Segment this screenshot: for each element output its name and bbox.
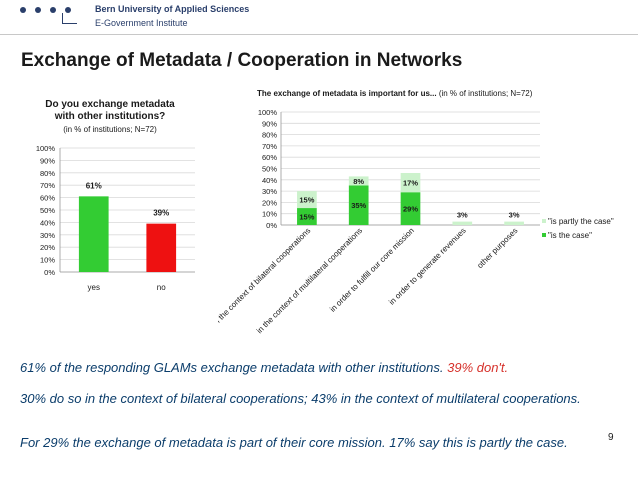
y-tick-label: 70%	[40, 181, 55, 190]
summary-paragraph-2: 30% do so in the context of bilateral co…	[20, 391, 581, 406]
institution-name: Bern University of Applied Sciences	[95, 4, 250, 14]
bar-segment	[297, 208, 317, 225]
logo-dot	[20, 7, 26, 13]
bar-segment	[400, 192, 421, 225]
logo-dot	[35, 7, 41, 13]
y-tick-label: 80%	[40, 169, 55, 178]
data-label: 15%	[299, 196, 314, 205]
y-tick-label: 10%	[40, 256, 55, 265]
data-label: 35%	[351, 201, 366, 210]
y-tick-label: 90%	[40, 156, 55, 165]
slide-title: Exchange of Metadata / Cooperation in Ne…	[21, 50, 463, 71]
department-name: E-Government Institute	[95, 18, 188, 28]
bar-segment	[297, 191, 317, 209]
summary-paragraph-1: 61% of the responding GLAMs exchange met…	[20, 358, 595, 377]
data-label: 17%	[403, 179, 418, 188]
y-tick-label: 20%	[262, 198, 277, 207]
data-label: 3%	[509, 211, 520, 220]
y-tick-label: 0%	[44, 268, 55, 277]
y-tick-label: 0%	[266, 221, 277, 230]
bar-yes	[78, 196, 109, 272]
slide-number: 9	[608, 432, 614, 443]
legend-label: "is the case"	[548, 231, 592, 240]
y-tick-label: 40%	[40, 218, 55, 227]
chart-subtitle: (in % of institutions; N=72)	[63, 125, 157, 134]
x-tick-label: yes	[88, 283, 100, 292]
x-tick-label: in the context of bilateral cooperations	[218, 226, 312, 328]
legend-swatch	[542, 219, 546, 223]
summary-paragraph-3: For 29% the exchange of metadata is part…	[20, 435, 568, 450]
data-label: 61%	[86, 181, 102, 190]
summary-highlight: 39% don't.	[447, 360, 509, 375]
x-tick-label: no	[157, 283, 166, 292]
bar-segment	[504, 221, 524, 225]
y-tick-label: 90%	[262, 119, 277, 128]
y-tick-label: 30%	[262, 187, 277, 196]
logo-dot	[65, 7, 71, 13]
y-tick-label: 60%	[262, 153, 277, 162]
x-tick-label: in order to fulfill our core mission	[328, 226, 416, 314]
bar-no	[146, 223, 177, 272]
y-tick-label: 10%	[262, 210, 277, 219]
chart-title: The exchange of metadata is important fo…	[257, 89, 533, 98]
chart-title-line: with other institutions?	[54, 111, 166, 122]
bar-segment	[348, 185, 369, 225]
legend-label: "is partly the case"	[548, 217, 614, 226]
y-tick-label: 40%	[262, 176, 277, 185]
y-tick-label: 50%	[40, 206, 55, 215]
data-label: 3%	[457, 211, 468, 220]
bar-segment	[452, 221, 473, 225]
summary-text: 61% of the responding GLAMs exchange met…	[20, 360, 444, 375]
x-tick-label: other purposes	[475, 226, 519, 270]
y-tick-label: 100%	[36, 144, 56, 153]
y-tick-label: 80%	[262, 131, 277, 140]
chart-title-line: Do you exchange metadata	[45, 99, 175, 110]
y-tick-label: 50%	[262, 165, 277, 174]
y-tick-label: 30%	[40, 231, 55, 240]
header-bar: Bern University of Applied Sciences E-Go…	[0, 0, 638, 35]
y-tick-label: 100%	[258, 108, 278, 117]
header-divider	[0, 34, 638, 35]
x-tick-label: in the context of multilateral cooperati…	[255, 226, 364, 335]
chart-importance-of-exchange: The exchange of metadata is important fo…	[218, 89, 614, 335]
bar-segment	[348, 176, 369, 186]
data-label: 8%	[353, 177, 364, 186]
bar-segment	[400, 173, 421, 193]
legend-swatch	[542, 233, 546, 237]
y-tick-label: 20%	[40, 243, 55, 252]
logo-dot	[50, 7, 56, 13]
y-tick-label: 60%	[40, 194, 55, 203]
logo-bracket	[62, 13, 77, 24]
data-label: 29%	[403, 205, 418, 214]
data-label: 39%	[153, 209, 169, 218]
y-tick-label: 70%	[262, 142, 277, 151]
data-label: 15%	[299, 213, 314, 222]
